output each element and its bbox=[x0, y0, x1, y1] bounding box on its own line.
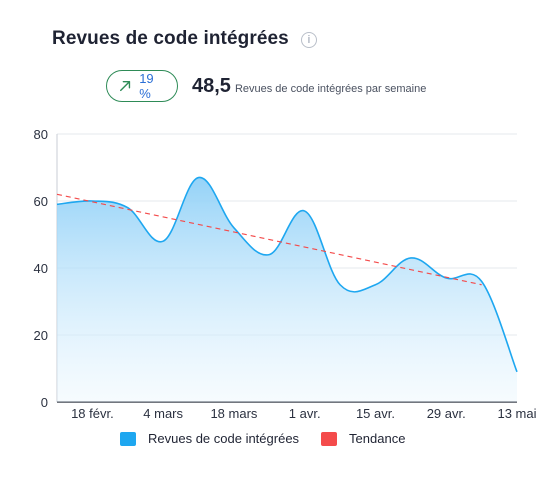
trend-badge: 19 % bbox=[106, 70, 178, 102]
data-point[interactable] bbox=[338, 283, 342, 287]
data-point[interactable] bbox=[515, 370, 519, 374]
x-tick-label: 15 avr. bbox=[356, 406, 395, 421]
y-tick-label: 80 bbox=[34, 127, 48, 142]
series-area bbox=[57, 177, 517, 402]
legend: Revues de code intégrées Tendance bbox=[120, 431, 427, 446]
legend-label-series: Revues de code intégrées bbox=[148, 431, 300, 446]
series-line bbox=[56, 176, 518, 373]
data-point[interactable] bbox=[267, 253, 271, 257]
legend-swatch-trend bbox=[321, 431, 338, 446]
data-point[interactable] bbox=[161, 239, 165, 243]
trend-line bbox=[56, 193, 482, 286]
data-point[interactable] bbox=[303, 209, 307, 213]
legend-item-series[interactable]: Revues de code intégrées bbox=[120, 431, 299, 446]
kpi-caption: Revues de code intégrées par semaine bbox=[234, 83, 427, 95]
y-tick-label: 20 bbox=[34, 328, 48, 343]
legend-label-trend: Tendance bbox=[349, 431, 406, 446]
data-point[interactable] bbox=[373, 283, 377, 287]
kpi-row: 19 % 48,5 Revues de code intégrées par s… bbox=[106, 70, 426, 102]
data-point[interactable] bbox=[197, 176, 201, 180]
data-point[interactable] bbox=[55, 202, 59, 206]
x-axis: 18 févr. 4 mars 18 mars 1 avr. 15 avr. 29 avr… bbox=[71, 406, 537, 421]
chart-title: Revues de code intégrées bbox=[52, 28, 289, 49]
x-tick-label: 18 mars bbox=[210, 406, 257, 421]
series-layer bbox=[55, 176, 519, 402]
trend-percent: 19 % bbox=[139, 71, 154, 101]
x-tick-label: 4 mars bbox=[143, 406, 183, 421]
x-tick-label: 13 mai bbox=[497, 406, 536, 421]
kpi-value: 48,5 bbox=[192, 74, 231, 97]
x-tick-label: 1 avr. bbox=[289, 406, 321, 421]
y-tick-label: 0 bbox=[41, 395, 48, 410]
y-tick-label: 60 bbox=[34, 194, 48, 209]
data-point[interactable] bbox=[480, 279, 484, 283]
data-point[interactable] bbox=[409, 256, 413, 260]
legend-swatch-series bbox=[120, 431, 136, 446]
x-tick-label: 29 avr. bbox=[427, 406, 466, 421]
x-tick-label: 18 févr. bbox=[71, 406, 114, 421]
legend-item-trend[interactable]: Tendance bbox=[321, 431, 405, 446]
info-icon[interactable]: i bbox=[300, 32, 317, 48]
title-row: Revues de code intégrées i bbox=[52, 28, 317, 50]
y-tick-label: 40 bbox=[34, 261, 48, 276]
arrow-up-right-icon bbox=[120, 80, 131, 92]
data-point[interactable] bbox=[232, 226, 236, 230]
